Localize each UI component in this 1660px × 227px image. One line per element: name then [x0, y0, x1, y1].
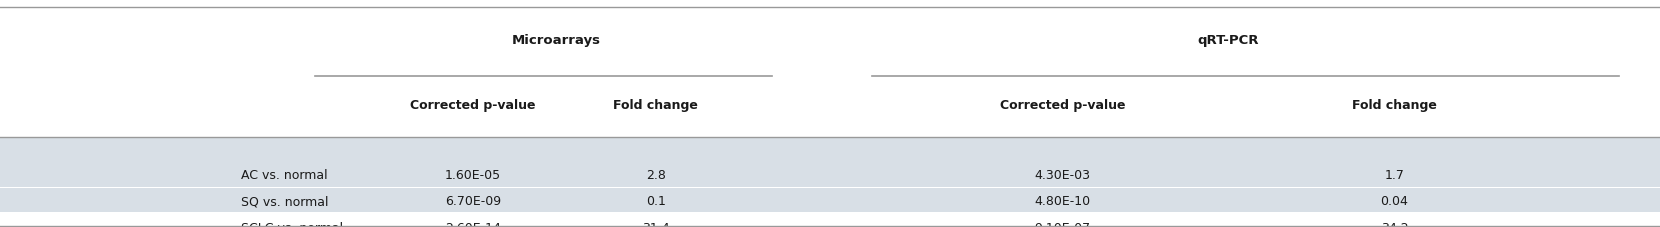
- Text: 6.70E-09: 6.70E-09: [445, 195, 501, 208]
- Text: 1.7: 1.7: [1384, 169, 1404, 182]
- Text: Corrected p-value: Corrected p-value: [410, 99, 536, 112]
- Text: Fold change: Fold change: [1351, 99, 1438, 112]
- Text: SQ vs. normal: SQ vs. normal: [241, 195, 329, 208]
- Text: 31.4: 31.4: [642, 222, 669, 227]
- Bar: [0, 137, 1660, 162]
- Text: 9.10E-07: 9.10E-07: [1034, 222, 1091, 227]
- Text: Fold change: Fold change: [613, 99, 699, 112]
- Text: 2.8: 2.8: [646, 169, 666, 182]
- Text: 4.80E-10: 4.80E-10: [1034, 195, 1091, 208]
- Text: 4.30E-03: 4.30E-03: [1034, 169, 1091, 182]
- Text: AC vs. normal: AC vs. normal: [241, 169, 327, 182]
- Text: 1.60E-05: 1.60E-05: [445, 169, 501, 182]
- Text: qRT-PCR: qRT-PCR: [1197, 34, 1260, 47]
- Text: SCLC vs. normal: SCLC vs. normal: [241, 222, 344, 227]
- Text: Corrected p-value: Corrected p-value: [999, 99, 1125, 112]
- Text: Microarrays: Microarrays: [511, 34, 601, 47]
- Bar: [0, 162, 1660, 187]
- Text: 34.2: 34.2: [1381, 222, 1408, 227]
- Text: 2.60E-14: 2.60E-14: [445, 222, 501, 227]
- Text: 0.04: 0.04: [1381, 195, 1408, 208]
- Text: 0.1: 0.1: [646, 195, 666, 208]
- Bar: [0, 188, 1660, 212]
